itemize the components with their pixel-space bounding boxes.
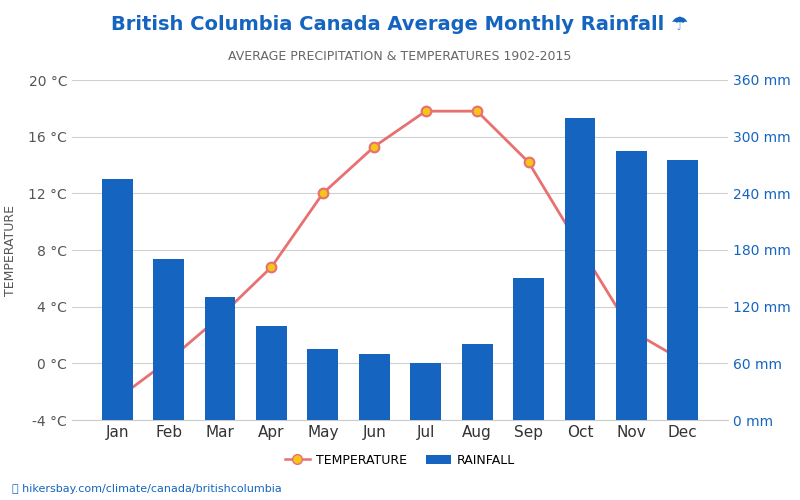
Text: AVERAGE PRECIPITATION & TEMPERATURES 1902-2015: AVERAGE PRECIPITATION & TEMPERATURES 190…: [228, 50, 572, 63]
Legend: TEMPERATURE, RAINFALL: TEMPERATURE, RAINFALL: [280, 448, 520, 471]
Bar: [462, 344, 493, 420]
Bar: [359, 354, 390, 420]
Bar: [513, 278, 544, 420]
Bar: [256, 326, 287, 420]
Bar: [667, 160, 698, 420]
Bar: [154, 260, 184, 420]
Bar: [102, 179, 133, 420]
Text: 📍 hikersbay.com/climate/canada/britishcolumbia: 📍 hikersbay.com/climate/canada/britishco…: [12, 484, 282, 494]
Bar: [205, 297, 235, 420]
Y-axis label: TEMPERATURE: TEMPERATURE: [4, 204, 17, 296]
Bar: [410, 364, 441, 420]
Bar: [616, 151, 646, 420]
Y-axis label: Precipitation: Precipitation: [798, 211, 800, 289]
Bar: [565, 118, 595, 420]
Bar: [307, 349, 338, 420]
Text: British Columbia Canada Average Monthly Rainfall ☂: British Columbia Canada Average Monthly …: [111, 15, 689, 34]
